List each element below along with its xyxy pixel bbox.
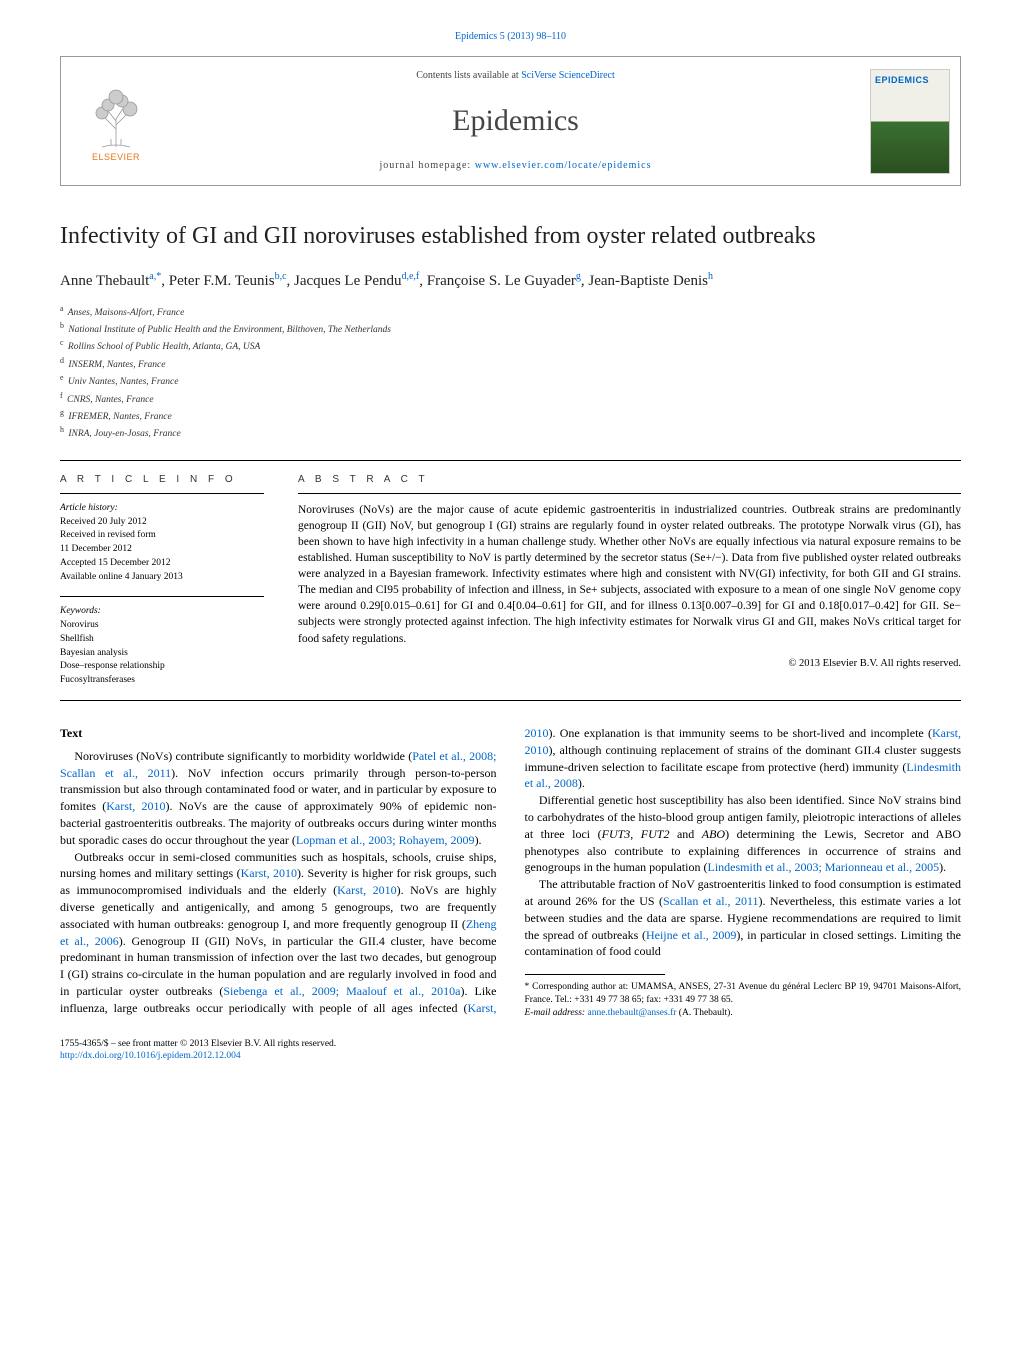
publisher-logo-cell: ELSEVIER xyxy=(61,57,171,185)
info-rule xyxy=(60,493,264,494)
author-list: Anne Thebaulta,*, Peter F.M. Teunisb,c, … xyxy=(60,269,961,293)
info-abstract-block: a r t i c l e i n f o Article history: R… xyxy=(60,460,961,701)
article-body: Text Noroviruses (NoVs) contribute signi… xyxy=(60,725,961,1020)
cover-title: EPIDEMICS xyxy=(875,74,929,87)
abstract: a b s t r a c t Noroviruses (NoVs) are t… xyxy=(280,461,961,700)
affiliation-item: c Rollins School of Public Health, Atlan… xyxy=(60,337,961,354)
abstract-rule xyxy=(298,493,961,494)
body-paragraph: The attributable fraction of NoV gastroe… xyxy=(525,876,962,960)
journal-reference: Epidemics 5 (2013) 98–110 xyxy=(60,30,961,44)
contents-lists-line: Contents lists available at SciVerse Sci… xyxy=(416,69,615,83)
front-matter-line: 1755-4365/$ – see front matter © 2013 El… xyxy=(60,1038,961,1051)
keywords-block: Keywords: NorovirusShellfishBayesian ana… xyxy=(60,605,264,688)
abstract-copyright: © 2013 Elsevier B.V. All rights reserved… xyxy=(298,657,961,672)
email-label: E-mail address: xyxy=(525,1008,588,1018)
journal-header: ELSEVIER Contents lists available at Sci… xyxy=(60,56,961,186)
keyword-item: Dose–response relationship xyxy=(60,660,264,674)
section-heading-text: Text xyxy=(60,725,497,742)
journal-homepage-link[interactable]: www.elsevier.com/locate/epidemics xyxy=(475,160,652,171)
elsevier-tree-icon xyxy=(86,79,146,149)
affiliation-item: b National Institute of Public Health an… xyxy=(60,320,961,337)
history-line: 11 December 2012 xyxy=(60,543,264,557)
info-rule-2 xyxy=(60,596,264,597)
history-line: Accepted 15 December 2012 xyxy=(60,557,264,571)
sciencedirect-link[interactable]: SciVerse ScienceDirect xyxy=(521,70,615,81)
keyword-item: Shellfish xyxy=(60,633,264,647)
affiliation-item: e Univ Nantes, Nantes, France xyxy=(60,372,961,389)
abstract-text: Noroviruses (NoVs) are the major cause o… xyxy=(298,502,961,647)
article-info-heading: a r t i c l e i n f o xyxy=(60,473,264,487)
page-footer: 1755-4365/$ – see front matter © 2013 El… xyxy=(60,1038,961,1064)
footnote-separator xyxy=(525,974,665,975)
elsevier-label: ELSEVIER xyxy=(92,151,140,164)
affiliation-item: h INRA, Jouy-en-Josas, France xyxy=(60,424,961,441)
body-paragraph: Differential genetic host susceptibility… xyxy=(525,792,962,876)
email-who: (A. Thebault). xyxy=(676,1008,732,1018)
history-line: Available online 4 January 2013 xyxy=(60,571,264,585)
corresponding-email-link[interactable]: anne.thebault@anses.fr xyxy=(587,1008,676,1018)
history-line: Received in revised form xyxy=(60,529,264,543)
journal-cover-thumbnail[interactable]: EPIDEMICS xyxy=(870,69,950,174)
keyword-item: Fucosyltransferases xyxy=(60,674,264,688)
homepage-prefix: journal homepage: xyxy=(380,160,475,171)
doi-link[interactable]: http://dx.doi.org/10.1016/j.epidem.2012.… xyxy=(60,1051,241,1061)
article-title: Infectivity of GI and GII noroviruses es… xyxy=(60,221,961,251)
article-info: a r t i c l e i n f o Article history: R… xyxy=(60,461,280,700)
history-line: Received 20 July 2012 xyxy=(60,516,264,530)
article-history: Article history: Received 20 July 2012Re… xyxy=(60,502,264,585)
affiliation-item: a Anses, Maisons-Alfort, France xyxy=(60,303,961,320)
history-label: Article history: xyxy=(60,502,264,516)
footnote-address: * Corresponding author at: UMAMSA, ANSES… xyxy=(525,981,962,1007)
journal-name: Epidemics xyxy=(452,100,579,142)
affiliation-item: f CNRS, Nantes, France xyxy=(60,390,961,407)
affiliation-item: g IFREMER, Nantes, France xyxy=(60,407,961,424)
affiliation-list: a Anses, Maisons-Alfort, Franceb Nationa… xyxy=(60,303,961,442)
keywords-label: Keywords: xyxy=(60,605,264,619)
journal-header-center: Contents lists available at SciVerse Sci… xyxy=(171,57,860,185)
abstract-heading: a b s t r a c t xyxy=(298,473,961,487)
body-paragraph: Noroviruses (NoVs) contribute significan… xyxy=(60,748,497,849)
contents-prefix: Contents lists available at xyxy=(416,70,521,81)
journal-homepage-line: journal homepage: www.elsevier.com/locat… xyxy=(380,159,652,173)
corresponding-author-footnote: * Corresponding author at: UMAMSA, ANSES… xyxy=(525,981,962,1019)
keyword-item: Norovirus xyxy=(60,619,264,633)
affiliation-item: d INSERM, Nantes, France xyxy=(60,355,961,372)
keyword-item: Bayesian analysis xyxy=(60,647,264,661)
elsevier-logo[interactable]: ELSEVIER xyxy=(81,79,151,164)
journal-cover-cell: EPIDEMICS xyxy=(860,57,960,185)
